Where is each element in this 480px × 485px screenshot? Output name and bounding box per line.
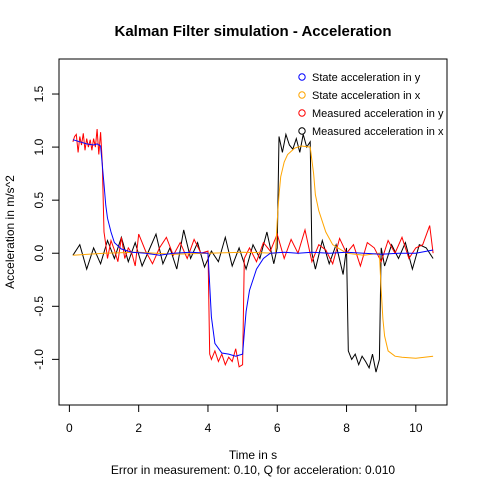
y-tick-label: 1.5 xyxy=(32,85,46,102)
legend-marker-state-acceleration-in-y xyxy=(298,73,306,81)
x-tick-label: 4 xyxy=(205,421,212,435)
series-line-state-acceleration-in-y xyxy=(72,139,434,357)
legend-marker-measured-acceleration-in-y xyxy=(298,109,306,117)
x-tick-label: 2 xyxy=(135,421,142,435)
chart-subtitle: Error in measurement: 0.10, Q for accele… xyxy=(111,463,395,477)
y-axis: -1.0 -0.5 0.0 0.5 1.0 1.5 xyxy=(32,85,60,370)
y-tick-label: -1.0 xyxy=(32,349,46,370)
y-tick-label: 0.0 xyxy=(32,245,46,262)
legend: State acceleration in y State acceleratio… xyxy=(298,72,444,138)
y-tick-label: -0.5 xyxy=(32,296,46,317)
x-axis: 0 2 4 6 8 10 xyxy=(66,404,423,435)
legend-marker-state-acceleration-in-x xyxy=(298,91,306,99)
x-axis-label: Time in s xyxy=(229,448,277,462)
legend-label-measured-acceleration-in-y: Measured acceleration in y xyxy=(312,108,444,120)
x-tick-label: 10 xyxy=(409,421,423,435)
legend-label-state-acceleration-in-x: State acceleration in x xyxy=(312,90,421,102)
chart-title: Kalman Filter simulation - Acceleration xyxy=(114,23,391,40)
series-layer xyxy=(72,128,434,373)
legend-label-measured-acceleration-in-x: Measured acceleration in x xyxy=(312,126,444,138)
y-axis-label: Acceleration in m/s^2 xyxy=(3,175,17,289)
series-line-state-acceleration-in-x xyxy=(72,145,434,359)
x-tick-label: 8 xyxy=(343,421,350,435)
x-tick-label: 0 xyxy=(66,421,73,435)
y-tick-label: 1.0 xyxy=(32,138,46,155)
x-tick-label: 6 xyxy=(274,421,281,435)
legend-label-state-acceleration-in-y: State acceleration in y xyxy=(312,72,421,84)
y-tick-label: 0.5 xyxy=(32,192,46,209)
legend-marker-measured-acceleration-in-x xyxy=(298,127,306,135)
series-line-measured-acceleration-in-x xyxy=(72,132,434,373)
